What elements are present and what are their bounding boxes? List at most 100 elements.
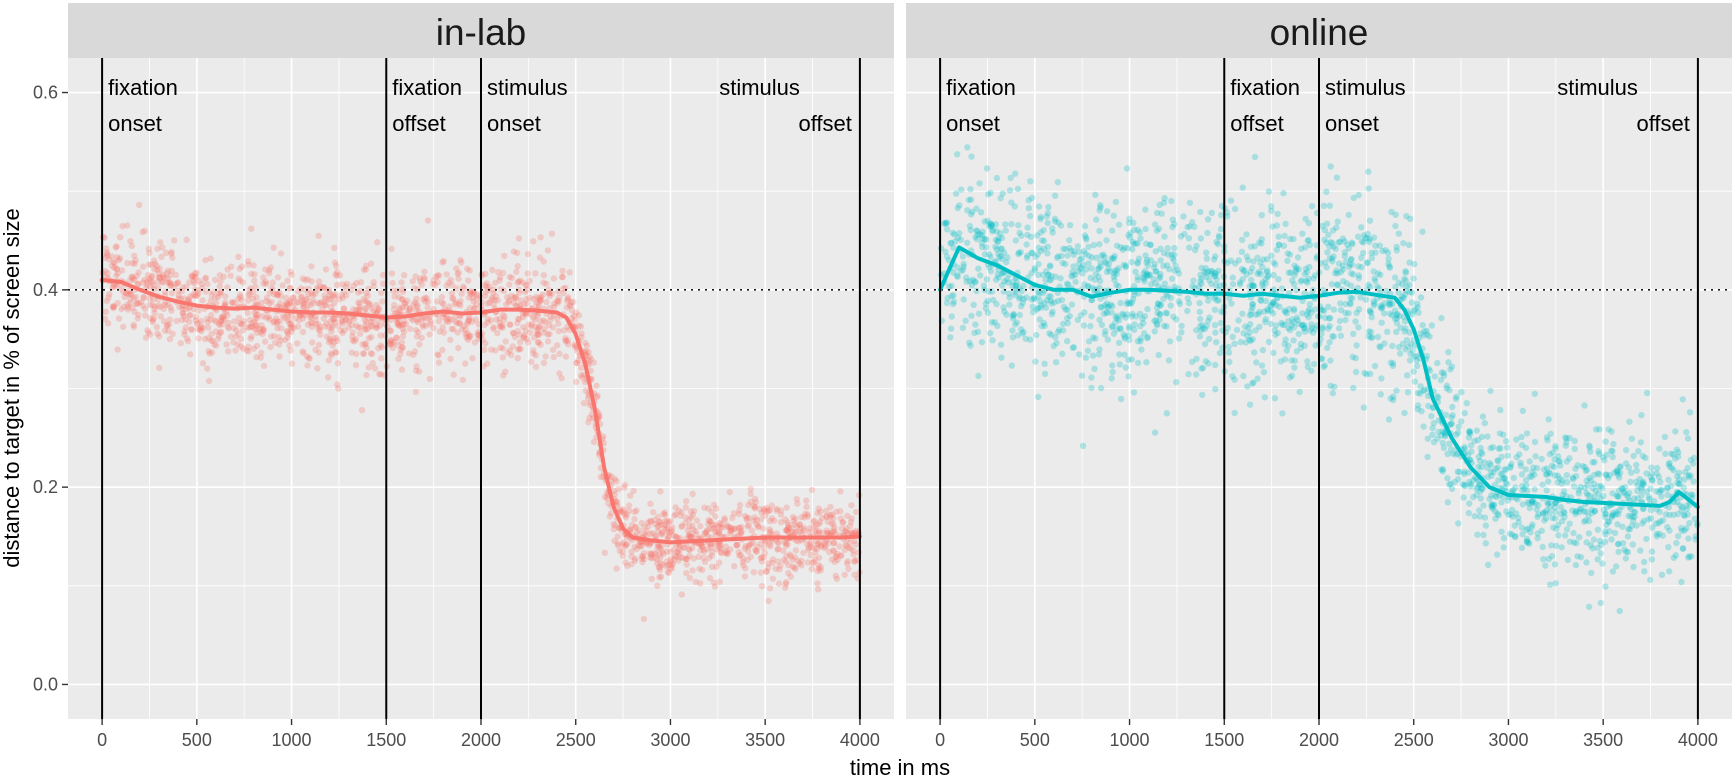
data-point [448,290,456,297]
data-point [1453,393,1460,400]
data-point [1587,448,1594,455]
data-point [1227,257,1235,264]
data-point [421,268,428,275]
data-point [1615,511,1622,518]
data-point [1128,356,1135,363]
data-point [1385,260,1392,267]
data-point [1579,463,1587,470]
data-point [827,513,835,521]
data-point [1582,467,1590,475]
data-point [315,341,323,349]
data-point [225,319,232,326]
data-point [1438,314,1445,322]
data-point [1068,301,1076,308]
data-point [194,292,201,299]
data-point [248,323,255,330]
data-point [141,227,148,235]
data-point [1047,263,1054,270]
data-point [813,522,820,529]
data-point [814,580,821,587]
data-point [160,317,168,325]
data-point [1334,218,1341,225]
data-point [467,288,474,295]
data-point [259,330,266,338]
data-point [1476,513,1484,520]
data-point [1002,227,1009,234]
data-point [1276,303,1283,310]
data-point [1552,442,1559,450]
data-point [299,348,306,355]
data-point [1596,537,1604,545]
data-point [424,217,432,224]
data-point [1103,237,1110,244]
data-point [151,260,159,268]
data-point [791,521,798,528]
data-point [1368,254,1376,262]
data-point [667,517,674,525]
data-point [121,293,128,301]
data-point [610,520,617,528]
data-point [535,324,542,331]
data-point [1333,281,1341,289]
data-point [757,540,764,547]
data-point [1444,450,1451,458]
data-point [796,528,803,536]
data-point [190,305,197,313]
data-point [1430,419,1438,427]
data-point [1199,322,1206,329]
data-point [1439,466,1447,473]
data-point [439,313,447,321]
data-point [994,322,1001,330]
data-point [1553,525,1560,532]
data-point [1100,251,1107,258]
data-point [741,573,749,580]
data-point [782,581,790,588]
data-point [546,330,553,338]
data-point [209,337,216,345]
data-point [1205,335,1213,343]
data-point [1001,249,1008,256]
data-point [131,308,138,315]
data-point [586,401,594,409]
data-point [1089,284,1096,292]
data-point [1087,322,1094,330]
data-point [1517,462,1525,469]
data-point [260,274,267,281]
data-point [1617,463,1624,470]
data-point [1364,230,1372,238]
data-point [105,294,112,301]
data-point [274,274,282,281]
data-point [139,302,147,309]
data-point [466,313,473,321]
data-point [528,321,535,328]
data-point [1378,375,1385,382]
data-point [637,543,644,550]
data-point [254,300,261,308]
data-point [832,553,840,560]
data-point [843,560,851,567]
data-point [777,511,785,518]
data-point [1452,431,1460,438]
data-point [274,318,281,325]
data-point [1686,520,1693,527]
data-point [327,318,334,325]
data-point [558,375,565,382]
data-point [983,276,991,283]
data-point [1619,540,1627,547]
data-point [462,360,469,367]
data-point [628,561,635,568]
data-point [564,337,572,344]
data-point [1256,308,1263,315]
data-point [499,354,507,361]
data-point [831,528,838,536]
data-point [1041,370,1049,377]
data-point [708,548,716,556]
data-point [672,533,680,540]
data-point [1489,444,1497,451]
data-point [808,543,815,551]
data-point [1251,153,1259,161]
data-point [663,558,670,565]
data-point [1678,507,1686,514]
data-point [464,318,471,326]
data-point [426,375,433,383]
